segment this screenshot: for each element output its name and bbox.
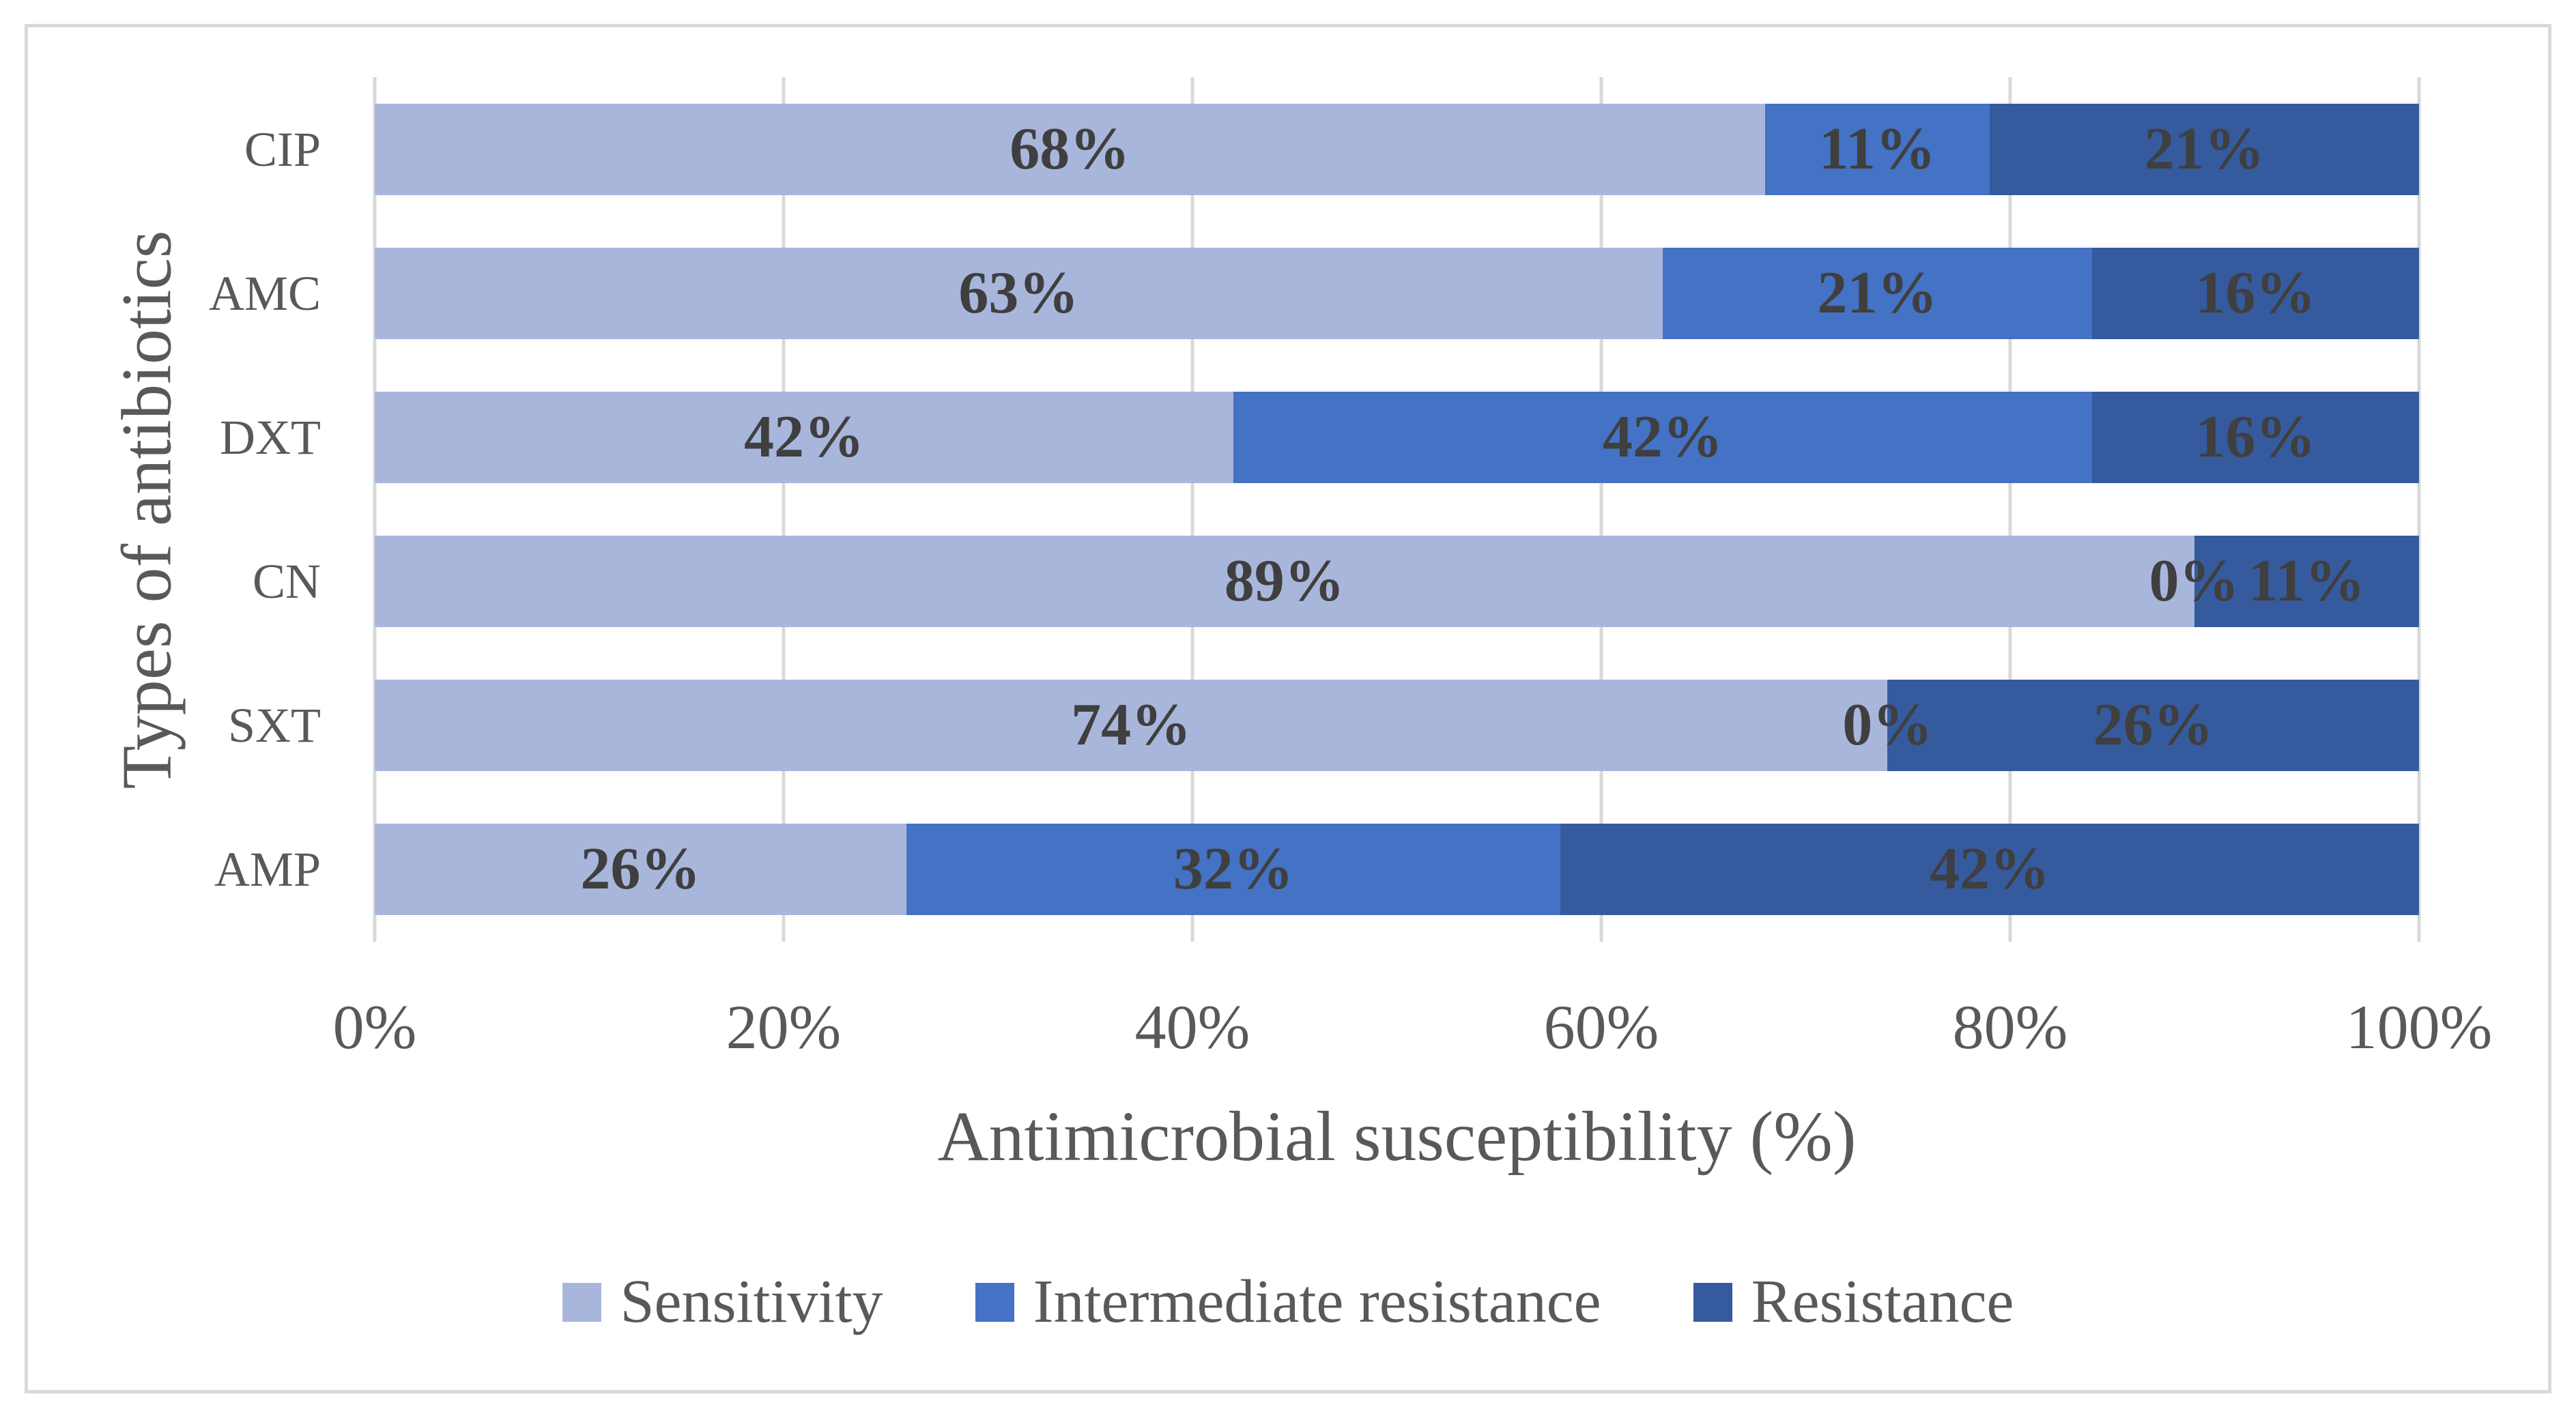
category-label-cn: CN	[252, 554, 321, 609]
bar-row-cip: 68% 11% 21%	[375, 103, 2419, 195]
x-axis-title: Antimicrobial susceptibility (%)	[937, 1097, 1857, 1176]
category-label-amc: AMC	[208, 265, 321, 321]
data-label: 42%	[1930, 836, 2050, 903]
legend-label: Resistance	[1751, 1268, 2014, 1335]
data-label: 21%	[1817, 259, 1938, 326]
gridline	[1190, 77, 1194, 942]
data-label: 42%	[1602, 403, 1723, 470]
bar-segment-intermediate-resistance: 21%	[1662, 247, 2092, 339]
x-tick-label: 40%	[1134, 992, 1250, 1062]
legend-swatch-icon	[975, 1282, 1014, 1322]
data-label: 26%	[580, 836, 701, 903]
x-tick-label: 20%	[726, 992, 842, 1062]
data-label: 0%	[1842, 692, 1933, 759]
bar-segment-resistance: 11%	[2194, 536, 2419, 628]
legend: Sensitivity Intermediate resistance Resist…	[28, 1264, 2548, 1340]
data-label: 11%	[2248, 548, 2365, 615]
category-label-dxt: DXT	[220, 409, 321, 465]
data-label: 21%	[2144, 115, 2265, 182]
bar-row-cn: 89% 0% 11%	[375, 536, 2419, 628]
category-label-cip: CIP	[244, 121, 321, 177]
bar-segment-sensitivity: 26%	[375, 824, 906, 916]
data-label: 32%	[1173, 836, 1293, 903]
bar-segment-sensitivity: 74%	[375, 680, 1888, 772]
gridline	[1599, 77, 1603, 942]
legend-swatch-icon	[1693, 1282, 1732, 1322]
bar-segment-resistance: 21%	[1990, 103, 2419, 195]
gridline	[373, 77, 377, 942]
legend-item-intermediate-resistance: Intermediate resistance	[975, 1271, 1601, 1333]
legend-label: Sensitivity	[620, 1268, 883, 1335]
bar-segment-resistance: 26%	[1887, 680, 2419, 772]
data-label: 89%	[1224, 548, 1345, 615]
data-label: 26%	[2093, 692, 2214, 759]
plot-area: 68% 11% 21% 63% 21% 16% 42% 42% 16% 89% 0% 11% 74% 0%…	[373, 77, 2421, 942]
data-label: 16%	[2195, 403, 2316, 470]
bar-row-amp: 26% 32% 42%	[375, 824, 2419, 916]
bar-segment-sensitivity: 68%	[375, 103, 1765, 195]
bar-segment-intermediate-resistance: 42%	[1233, 391, 2092, 483]
legend-swatch-icon	[562, 1282, 601, 1322]
bar-segment-intermediate-resistance: 11%	[1764, 103, 1990, 195]
gridline	[782, 77, 786, 942]
category-label-sxt: SXT	[227, 698, 321, 753]
x-tick-label: 0%	[332, 992, 417, 1062]
gridline	[2417, 77, 2421, 942]
data-label: 0%	[2149, 548, 2239, 615]
gridline	[2008, 77, 2012, 942]
x-tick-label: 80%	[1952, 992, 2068, 1062]
legend-label: Intermediate resistance	[1033, 1268, 1601, 1335]
bar-segment-resistance: 16%	[2091, 391, 2419, 483]
bar-segment-sensitivity: 42%	[375, 391, 1233, 483]
legend-item-sensitivity: Sensitivity	[562, 1271, 883, 1333]
x-tick-label: 100%	[2345, 992, 2493, 1062]
x-tick-label: 60%	[1543, 992, 1659, 1062]
bar-row-sxt: 74% 0% 26%	[375, 680, 2419, 772]
bar-segment-sensitivity: 89%	[375, 536, 2194, 628]
data-label: 63%	[958, 259, 1079, 326]
legend-item-resistance: Resistance	[1693, 1271, 2014, 1333]
data-label: 74%	[1071, 692, 1192, 759]
bar-segment-intermediate-resistance: 32%	[906, 824, 1561, 916]
category-label-amp: AMP	[214, 842, 321, 897]
bar-segment-resistance: 42%	[1560, 824, 2419, 916]
bar-row-amc: 63% 21% 16%	[375, 247, 2419, 339]
bar-segment-resistance: 16%	[2091, 247, 2419, 339]
data-label: 42%	[743, 403, 864, 470]
bar-segment-sensitivity: 63%	[375, 247, 1663, 339]
bar-row-dxt: 42% 42% 16%	[375, 391, 2419, 483]
data-label: 68%	[1010, 115, 1130, 182]
data-label: 16%	[2195, 259, 2316, 326]
data-label: 11%	[1818, 115, 1936, 182]
